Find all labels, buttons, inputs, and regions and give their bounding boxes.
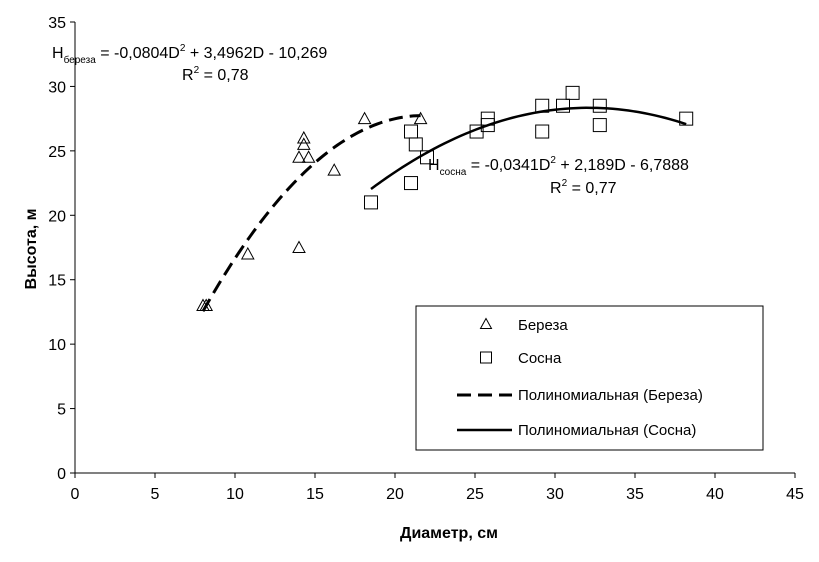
birch-eq-sup: 2: [180, 43, 186, 54]
legend-item-pine-trend: Полиномиальная (Сосна): [457, 422, 696, 439]
pine-eq-h: H: [428, 157, 440, 174]
birch-point: [357, 111, 372, 125]
birch-eq-h: H: [52, 45, 64, 62]
trendline-pine: [370, 106, 687, 191]
birch-r-sup: 2: [194, 65, 200, 76]
pine-point: [404, 176, 418, 191]
birch-eq-sub: береза: [64, 54, 97, 66]
pine-eq-part1: = -0,0341D: [466, 157, 550, 174]
legend-box: [415, 305, 764, 451]
axes: [70, 21, 796, 478]
tick-labels: 0 5 10 15 20 25 30 35 40 45 0 5 10 15 20 25 30 35: [48, 15, 804, 503]
y-tick-label: 20: [48, 208, 66, 225]
birch-point: [413, 111, 428, 125]
birch-r2: R2 = 0,78: [182, 65, 249, 84]
birch-point: [240, 246, 255, 260]
birch-point: [199, 298, 214, 311]
pine-point: [679, 111, 694, 126]
y-axis-title: Высота, м: [23, 209, 40, 290]
pine-point: [535, 124, 550, 139]
pine-point: [480, 118, 495, 133]
pine-eq-sup: 2: [550, 155, 556, 166]
legend-label-birch: Береза: [518, 317, 568, 334]
x-tick-label: 5: [151, 486, 160, 503]
trendline-layer: [201, 106, 687, 312]
y-tick-label: 30: [48, 79, 66, 96]
legend-item-birch-trend: Полиномиальная (Береза): [457, 387, 703, 404]
birch-point: [327, 163, 342, 176]
pine-equation: Hсосна = -0,0341D2 + 2,189D - 6,7888: [428, 155, 689, 178]
pine-r2: R2 = 0,77: [550, 178, 617, 197]
birch-point: [301, 150, 316, 163]
points-layer: [196, 85, 694, 311]
birch-point: [296, 137, 311, 150]
x-tick-label: 35: [626, 486, 644, 503]
y-tick-label: 15: [48, 273, 66, 290]
x-tick-label: 45: [786, 486, 804, 503]
pine-point: [535, 98, 550, 113]
birch-point: [296, 130, 311, 144]
legend: Береза Сосна Полиномиальная (Береза) Пол…: [415, 305, 764, 451]
pine-point: [408, 137, 423, 152]
pine-eq-part2: + 2,189D - 6,7888: [556, 157, 689, 174]
x-tick-label: 15: [306, 486, 324, 503]
birch-equation: Hбереза = -0,0804D2 + 3,4962D - 10,269: [52, 43, 327, 66]
pine-point: [592, 118, 607, 133]
pine-point: [420, 150, 434, 165]
legend-label-pine: Сосна: [518, 350, 562, 367]
pine-point: [556, 98, 570, 113]
x-tick-label: 25: [466, 486, 484, 503]
x-tick-label: 30: [546, 486, 564, 503]
pine-point: [364, 195, 378, 210]
birch-r-val: = 0,78: [199, 67, 248, 84]
y-tick-label: 35: [48, 15, 66, 32]
pine-r-sup: 2: [562, 178, 568, 189]
y-tick-label: 5: [57, 402, 66, 419]
legend-label-pine-trend: Полиномиальная (Сосна): [518, 422, 696, 439]
birch-point: [292, 150, 306, 163]
x-tick-label: 10: [226, 486, 244, 503]
triangle-marker-icon: [479, 317, 493, 329]
square-marker-icon: [480, 351, 492, 364]
y-tick-label: 10: [48, 337, 66, 354]
y-tick-label: 25: [48, 144, 66, 161]
birch-r: R: [182, 67, 194, 84]
x-tick-label: 20: [386, 486, 404, 503]
x-tick-label: 40: [706, 486, 724, 503]
birch-point: [292, 240, 306, 253]
x-tick-label: 0: [71, 486, 80, 503]
legend-label-birch-trend: Полиномиальная (Береза): [518, 387, 703, 404]
pine-point: [404, 124, 418, 139]
pine-point: [592, 98, 607, 113]
pine-r-val: = 0,77: [567, 180, 616, 197]
legend-item-pine: Сосна: [480, 350, 562, 367]
y-tick-label: 0: [57, 466, 66, 483]
pine-eq-sub: сосна: [440, 167, 467, 178]
legend-item-birch: Береза: [479, 317, 568, 334]
pine-r: R: [550, 180, 562, 197]
trendline-birch: [201, 114, 421, 312]
birch-eq-part1: = -0,0804D: [96, 45, 180, 62]
birch-eq-part2: + 3,4962D - 10,269: [185, 45, 327, 62]
x-axis-title: Диаметр, см: [400, 525, 498, 542]
pine-point: [565, 85, 580, 100]
